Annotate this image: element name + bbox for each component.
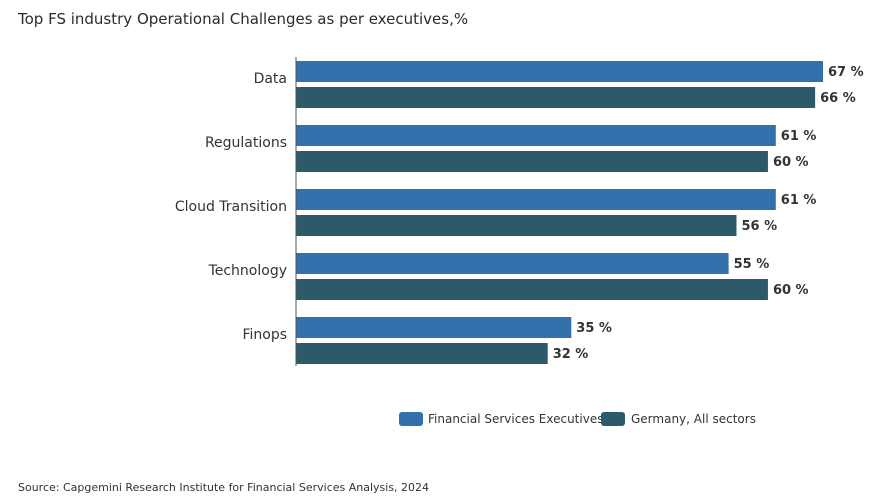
source-note: Source: Capgemini Research Institute for… <box>18 481 430 494</box>
data-label: 67 % <box>828 65 864 80</box>
legend-label: Financial Services Executives <box>428 412 603 426</box>
bar <box>296 343 548 364</box>
data-label: 61 % <box>781 129 817 144</box>
bar <box>296 253 729 274</box>
legend-swatch <box>601 412 625 426</box>
bar <box>296 317 572 338</box>
category-label: Regulations <box>205 135 287 151</box>
data-label: 55 % <box>734 257 770 272</box>
category-label: Cloud Transition <box>175 199 287 215</box>
bar <box>296 189 776 210</box>
legend-swatch <box>399 412 423 426</box>
data-label: 32 % <box>553 347 589 362</box>
category-label: Technology <box>208 263 287 279</box>
data-label: 66 % <box>820 91 856 106</box>
data-label: 56 % <box>741 219 777 234</box>
bar <box>296 87 816 108</box>
category-label: Finops <box>242 327 287 343</box>
bar-chart: Data 67 % 66 % Regulations 61 % 60 % Cloud Tra… <box>175 57 864 426</box>
bar <box>296 125 776 146</box>
bar <box>296 215 737 236</box>
data-label: 61 % <box>781 193 817 208</box>
chart-title: Top FS industry Operational Challenges a… <box>18 10 469 28</box>
bar <box>296 61 823 82</box>
legend-label: Germany, All sectors <box>631 412 756 426</box>
data-label: 60 % <box>773 155 809 170</box>
data-label: 35 % <box>576 321 612 336</box>
bar <box>296 151 768 172</box>
data-label: 60 % <box>773 283 809 298</box>
category-label: Data <box>254 71 287 87</box>
bar <box>296 279 768 300</box>
